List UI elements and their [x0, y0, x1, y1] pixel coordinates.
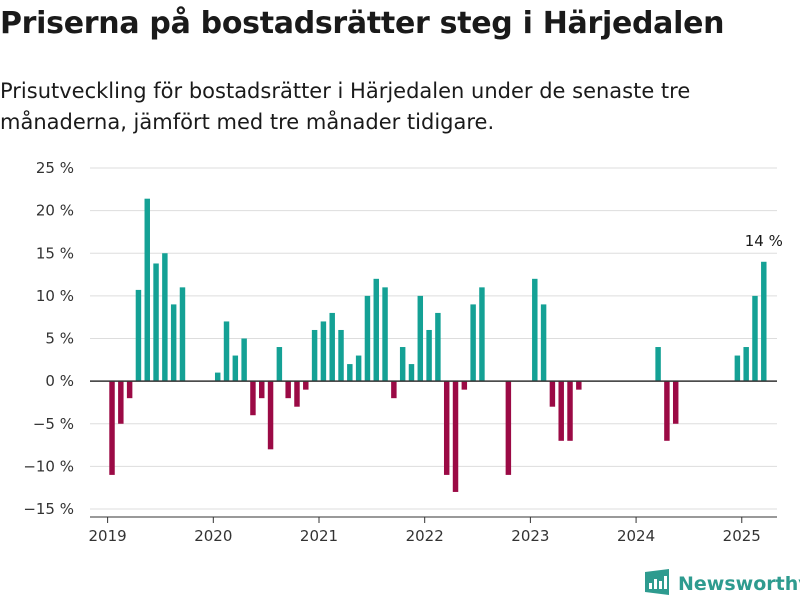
- bar-2022-05: [461, 381, 468, 390]
- axes: 25 % 20 % 15 % 10 % 5 % 0 % −5 % −10 % −15 % 2019…: [23, 159, 777, 545]
- bar-2021-03: [338, 329, 344, 382]
- bar-2024-04: [664, 381, 670, 441]
- bar-2021-06: [364, 295, 371, 382]
- bar-2022-10: [505, 381, 512, 475]
- y-tick-label: 15 %: [36, 244, 74, 262]
- bar-2021-02: [329, 312, 335, 382]
- bar-2023-05: [567, 381, 573, 441]
- x-tick-label: 2023: [511, 527, 549, 545]
- bar-2019-04: [135, 289, 142, 382]
- bar-2022-06: [470, 304, 476, 382]
- bar-2024-12: [734, 355, 741, 382]
- x-tick-label: 2024: [617, 527, 655, 545]
- bar-2020-11: [303, 381, 309, 390]
- bar-2024-03: [655, 347, 661, 382]
- bar-2022-01: [426, 329, 432, 382]
- bar-2021-05: [355, 355, 362, 382]
- bar-2021-04: [347, 364, 353, 382]
- bar-2019-07: [162, 253, 168, 382]
- y-tick-label: 0 %: [45, 372, 74, 390]
- bar-2021-10: [399, 347, 406, 382]
- x-tick-label: 2019: [89, 527, 127, 545]
- bar-2019-02: [118, 381, 124, 424]
- bar-2020-06: [259, 381, 265, 399]
- x-tick-label: 2020: [194, 527, 232, 545]
- bar-2019-01: [109, 381, 115, 475]
- bar-2022-02: [435, 312, 441, 382]
- bar-2021-11: [408, 364, 415, 382]
- y-tick-label: 25 %: [36, 159, 74, 177]
- bar-2019-09: [179, 287, 186, 382]
- bar-2023-01: [532, 278, 538, 382]
- bar-2020-05: [250, 381, 256, 416]
- bar-2019-03: [126, 381, 133, 399]
- brand-name: Newsworthy: [678, 573, 800, 595]
- chart-subtitle: Prisutveckling för bostadsrätter i Härje…: [0, 79, 691, 134]
- bar-2023-03: [549, 381, 556, 407]
- data-label: 14 %: [745, 232, 783, 250]
- bar-2019-08: [170, 304, 177, 382]
- bar-2024-05: [672, 381, 679, 424]
- bars: [109, 198, 767, 492]
- bar-2020-08: [276, 347, 283, 382]
- bar-2019-05: [144, 198, 150, 382]
- x-tick-label: 2022: [406, 527, 444, 545]
- bar-2020-03: [232, 355, 239, 382]
- grid-lines: [90, 167, 777, 510]
- x-tick-label: 2021: [300, 527, 338, 545]
- bar-2023-06: [576, 381, 582, 390]
- bar-2020-12: [311, 329, 318, 382]
- bar-2021-07: [373, 278, 379, 382]
- bar-2020-04: [241, 338, 247, 382]
- bar-2022-03: [443, 381, 450, 475]
- bar-2023-04: [558, 381, 564, 441]
- bar-2020-07: [267, 381, 274, 450]
- bar-2021-01: [320, 321, 327, 382]
- bar-2020-02: [223, 321, 230, 382]
- bar-2025-01: [743, 347, 749, 382]
- newsworthy-logo-icon: [644, 568, 670, 600]
- x-tick-label: 2025: [723, 527, 761, 545]
- bar-2022-07: [479, 287, 485, 382]
- bar-2020-10: [294, 381, 300, 407]
- bar-2021-09: [391, 381, 397, 399]
- bar-2025-02: [752, 295, 758, 382]
- bar-2023-02: [540, 304, 547, 382]
- bar-2019-06: [153, 263, 159, 382]
- brand-logo[interactable]: Newsworthy: [644, 568, 800, 600]
- bar-2021-08: [382, 287, 388, 382]
- y-tick-label: 10 %: [36, 287, 74, 305]
- y-tick-label: −10 %: [23, 457, 74, 475]
- data-labels: 14 %: [745, 232, 783, 250]
- y-tick-label: 20 %: [36, 202, 74, 220]
- y-tick-label: 5 %: [45, 330, 74, 348]
- bar-2022-04: [452, 381, 459, 492]
- bar-2020-09: [285, 381, 291, 399]
- bar-2020-01: [214, 372, 221, 382]
- y-tick-label: −15 %: [23, 500, 74, 518]
- chart-title: Priserna på bostadsrätter steg i Härjeda…: [0, 6, 725, 41]
- bar-2025-03: [761, 261, 767, 382]
- y-tick-label: −5 %: [33, 415, 74, 433]
- bar-2021-12: [417, 295, 424, 382]
